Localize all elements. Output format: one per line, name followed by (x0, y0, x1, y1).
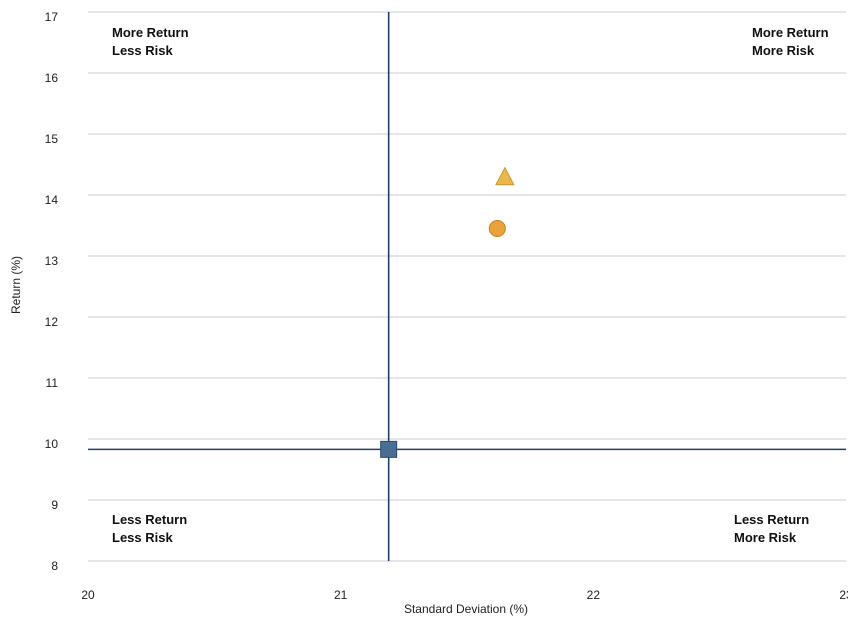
y-tick-label: 11 (46, 376, 59, 390)
x-tick-label: 23 (839, 588, 848, 602)
y-tick-label: 13 (45, 254, 59, 268)
quadrant-label-top-left-line1: More Return (112, 25, 189, 40)
y-tick-label: 14 (45, 193, 59, 207)
x-axis-label: Standard Deviation (%) (404, 602, 528, 616)
gridlines (88, 11, 846, 562)
y-tick-label: 8 (51, 559, 58, 573)
x-tick-label: 21 (334, 588, 348, 602)
quadrant-label-bottom-left-line1: Less Return (112, 512, 187, 527)
quadrant-label-top-left-line2: Less Risk (112, 43, 173, 58)
point-triangle (495, 166, 515, 186)
data-points (380, 166, 515, 458)
quadrant-label-bottom-right-line1: Less Return (734, 512, 809, 527)
point-square (380, 440, 398, 458)
y-axis-ticks: 8 9 10 11 12 13 14 15 16 17 (45, 10, 59, 573)
y-tick-label: 15 (45, 132, 59, 146)
x-tick-label: 20 (81, 588, 95, 602)
crosshair (88, 12, 846, 561)
quadrant-label-bottom-right-line2: More Risk (734, 530, 797, 545)
quadrant-label-bottom-left-line2: Less Risk (112, 530, 173, 545)
x-axis-ticks: 20 21 22 23 (81, 588, 848, 602)
y-tick-label: 9 (51, 498, 58, 512)
x-tick-label: 22 (587, 588, 601, 602)
y-tick-label: 10 (45, 437, 59, 451)
quadrant-label-top-right-line1: More Return (752, 25, 829, 40)
y-axis-label: Return (%) (9, 256, 23, 314)
y-tick-label: 17 (45, 10, 59, 24)
point-circle (488, 220, 506, 238)
quadrant-label-top-right-line2: More Risk (752, 43, 815, 58)
y-tick-label: 16 (45, 71, 59, 85)
y-tick-label: 12 (45, 315, 59, 329)
